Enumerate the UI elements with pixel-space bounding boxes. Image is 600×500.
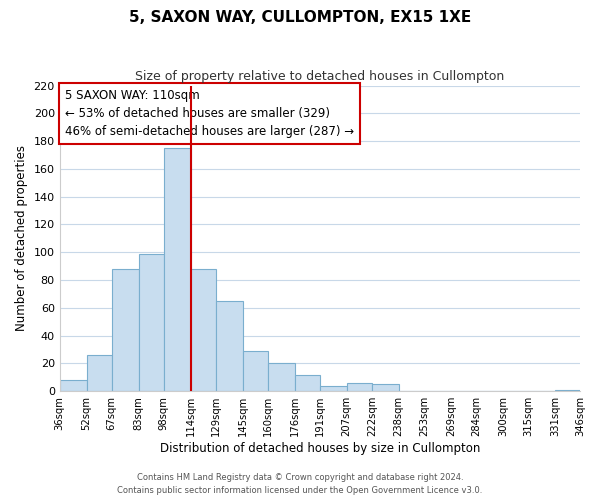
Text: Contains HM Land Registry data © Crown copyright and database right 2024.
Contai: Contains HM Land Registry data © Crown c… [118, 474, 482, 495]
Bar [555, 390, 580, 391]
Bar [112, 269, 139, 391]
Bar [139, 254, 164, 391]
Bar [295, 374, 320, 391]
Bar [242, 351, 268, 391]
Bar [191, 269, 216, 391]
Bar [216, 301, 242, 391]
Bar [86, 355, 112, 391]
Bar [164, 148, 191, 391]
X-axis label: Distribution of detached houses by size in Cullompton: Distribution of detached houses by size … [160, 442, 480, 455]
Text: 5, SAXON WAY, CULLOMPTON, EX15 1XE: 5, SAXON WAY, CULLOMPTON, EX15 1XE [129, 10, 471, 25]
Bar [268, 364, 295, 391]
Bar [347, 383, 372, 391]
Bar [320, 386, 347, 391]
Text: 5 SAXON WAY: 110sqm
← 53% of detached houses are smaller (329)
46% of semi-detac: 5 SAXON WAY: 110sqm ← 53% of detached ho… [65, 88, 354, 138]
Title: Size of property relative to detached houses in Cullompton: Size of property relative to detached ho… [135, 70, 505, 83]
Bar [59, 380, 86, 391]
Y-axis label: Number of detached properties: Number of detached properties [15, 146, 28, 332]
Bar [372, 384, 399, 391]
